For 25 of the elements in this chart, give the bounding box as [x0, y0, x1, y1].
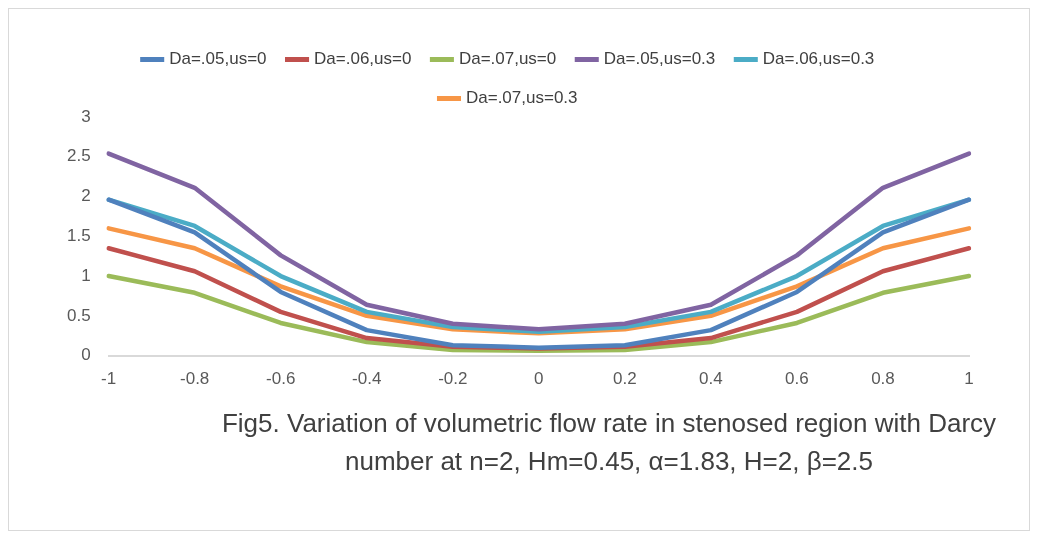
legend-label: Da=.07,us=0	[458, 49, 557, 69]
x-tick-label: 1	[964, 369, 974, 389]
y-tick-label: 2	[81, 186, 91, 206]
y-tick-label: 3	[81, 106, 91, 126]
y-tick-label: 0.5	[66, 305, 91, 325]
x-tick-label: -0.2	[438, 369, 468, 389]
legend-label: Da=.07,us=0.3	[465, 88, 578, 108]
legend-label: Da=.05,us=0.3	[603, 49, 716, 69]
legend-label: Da=.06,us=0.3	[762, 49, 875, 69]
x-tick-label: -0.4	[352, 369, 382, 389]
y-tick-label: 1.5	[66, 225, 91, 245]
y-tick-label: 1	[81, 265, 91, 285]
y-tick-label: 0	[81, 345, 91, 365]
y-tick-label: 2.5	[66, 146, 91, 166]
text: Fig5. Variation of volumetric flow rate in stenosed region with Darcy number at n=2, Hm=0.45, α=1.83, H=2, β=2.5	[220, 407, 998, 478]
legend-label: Da=.06,us=0	[314, 49, 412, 69]
x-tick-label: 0	[534, 369, 544, 389]
x-tick-label: -1	[101, 369, 117, 389]
x-tick-label: 0.8	[871, 369, 895, 389]
x-tick-label: 0.6	[785, 369, 809, 389]
x-tick-label: 0.2	[613, 369, 637, 389]
x-tick-label: 0.4	[699, 369, 723, 389]
x-tick-label: -0.8	[180, 369, 210, 389]
x-tick-label: -0.6	[266, 369, 296, 389]
legend-label: Da=.05,us=0	[169, 49, 267, 69]
